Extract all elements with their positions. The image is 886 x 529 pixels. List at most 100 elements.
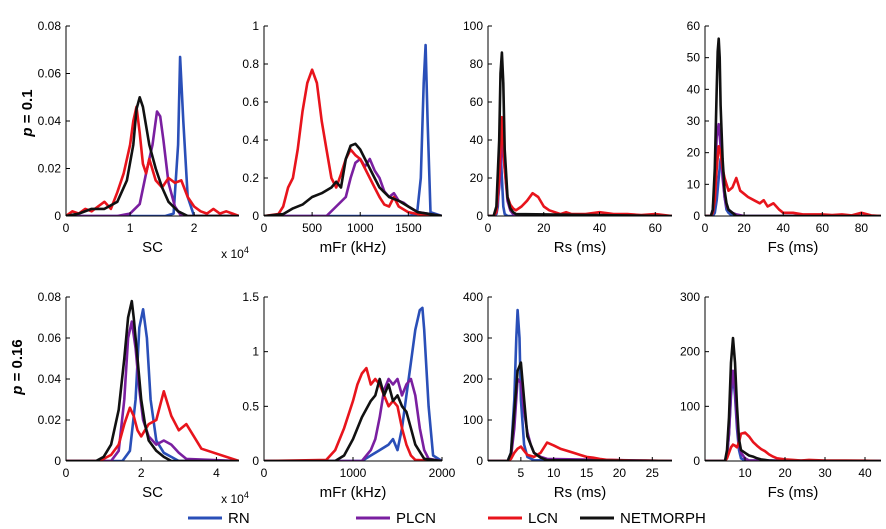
y-tick-label: 30 xyxy=(687,114,701,128)
series-group xyxy=(264,43,442,216)
x-tick-label: 20 xyxy=(778,466,792,480)
y-tick-label: 20 xyxy=(470,171,484,185)
y-tick-label: 100 xyxy=(680,399,700,413)
x-tick-label: 10 xyxy=(738,466,752,480)
legend: RN PLCN LCN NETMORPH xyxy=(188,510,706,527)
y-tick-label: 40 xyxy=(470,133,484,147)
x-tick-label: 20 xyxy=(537,221,551,235)
x-axis-multiplier: x 104 xyxy=(221,490,249,506)
x-tick-label: 10 xyxy=(547,466,561,480)
y-tick-label: 0 xyxy=(252,454,259,468)
y-tick-label: 0 xyxy=(476,209,483,223)
y-tick-label: 1 xyxy=(252,345,259,359)
panel-mfr-khz-row1: 0 0.5 1 1.5 0 1000 2000 mFr (kHz) xyxy=(242,290,455,501)
series-line-plcn xyxy=(66,320,239,461)
series-line-lcn xyxy=(705,431,881,461)
row-label-0-symbol: p xyxy=(19,127,36,137)
series-line-netmorph xyxy=(488,361,672,461)
legend-label-plcn: PLCN xyxy=(396,510,436,527)
multiplier-base: x 10 xyxy=(221,492,244,506)
multiplier-base: x 10 xyxy=(221,247,244,261)
y-tick-label: 10 xyxy=(687,177,701,191)
y-tick-label: 0 xyxy=(693,209,700,223)
x-tick-label: 20 xyxy=(737,221,751,235)
y-tick-label: 0 xyxy=(54,454,61,468)
series-line-lcn xyxy=(488,115,672,216)
y-tick-label: 60 xyxy=(687,19,701,33)
y-tick-label: 50 xyxy=(687,51,701,65)
x-tick-label: 0 xyxy=(63,466,70,480)
x-tick-label: 0 xyxy=(261,466,268,480)
y-tick-label: 40 xyxy=(687,82,701,96)
series-line-lcn xyxy=(264,68,442,216)
y-tick-label: 0.08 xyxy=(38,19,62,33)
series-line-netmorph xyxy=(66,299,239,461)
legend-label-lcn: LCN xyxy=(528,510,558,527)
series-line-netmorph xyxy=(66,96,239,216)
y-tick-label: 0.02 xyxy=(38,162,62,176)
multiplier-exponent: 4 xyxy=(244,245,249,255)
x-tick-label: 0 xyxy=(261,221,268,235)
y-tick-label: 0.2 xyxy=(242,171,259,185)
series-line-netmorph xyxy=(705,37,881,216)
series-line-plcn xyxy=(264,157,442,216)
x-tick-label: 80 xyxy=(855,221,869,235)
series-line-lcn xyxy=(66,389,239,461)
row-label-0-value: = 0.1 xyxy=(19,89,36,127)
y-tick-label: 100 xyxy=(463,413,483,427)
series-line-lcn xyxy=(264,366,442,461)
series-line-netmorph xyxy=(705,336,881,461)
x-tick-label: 1000 xyxy=(340,466,367,480)
panel-fs-ms-row1: 0 100 200 300 10 20 30 40 Fs (ms) xyxy=(680,290,881,501)
y-tick-label: 100 xyxy=(463,19,483,33)
y-tick-label: 200 xyxy=(463,372,483,386)
row-label-1-symbol: p xyxy=(9,386,26,396)
x-tick-label: 20 xyxy=(613,466,627,480)
y-tick-label: 300 xyxy=(463,331,483,345)
series-line-lcn xyxy=(705,145,881,216)
y-tick-label: 0.06 xyxy=(38,67,62,81)
y-tick-label: 1.5 xyxy=(242,290,259,304)
x-tick-label: 0 xyxy=(63,221,70,235)
series-group xyxy=(488,51,672,216)
y-tick-label: 0.08 xyxy=(38,290,62,304)
y-tick-label: 0.04 xyxy=(38,114,62,128)
y-tick-label: 0.5 xyxy=(242,399,259,413)
multiplier-exponent: 4 xyxy=(244,490,249,500)
series-line-netmorph xyxy=(264,377,442,461)
series-line-plcn xyxy=(488,138,672,216)
y-tick-label: 0 xyxy=(693,454,700,468)
series-line-plcn xyxy=(66,110,239,216)
series-line-plcn xyxy=(264,377,442,461)
x-tick-label: 2 xyxy=(191,221,198,235)
series-line-lcn xyxy=(66,105,239,216)
y-tick-label: 0.8 xyxy=(242,57,259,71)
x-tick-label: 4 xyxy=(213,466,220,480)
legend-label-rn: RN xyxy=(228,510,250,527)
series-group xyxy=(66,299,239,461)
y-tick-label: 0.02 xyxy=(38,413,62,427)
y-tick-label: 0 xyxy=(54,209,61,223)
row-labels: p = 0.1 p = 0.16 xyxy=(9,89,36,395)
x-axis-label: Rs (ms) xyxy=(554,484,607,501)
x-tick-label: 30 xyxy=(818,466,832,480)
y-tick-label: 400 xyxy=(463,290,483,304)
series-line-rn xyxy=(66,307,239,461)
x-axis-label: SC xyxy=(142,239,163,256)
x-tick-label: 1 xyxy=(127,221,134,235)
panel-rs-ms-row1: 0 100 200 300 400 5 10 15 20 25 Rs (ms) xyxy=(463,290,672,501)
x-axis-label: SC xyxy=(142,484,163,501)
x-tick-label: 25 xyxy=(646,466,660,480)
y-tick-label: 20 xyxy=(687,146,701,160)
series-group xyxy=(705,336,881,461)
series-group xyxy=(66,55,239,216)
series-group xyxy=(488,308,672,461)
row-label-p-0.16: p = 0.16 xyxy=(9,339,26,395)
x-tick-label: 0 xyxy=(702,221,709,235)
x-tick-label: 40 xyxy=(858,466,872,480)
x-axis-label: mFr (kHz) xyxy=(320,484,387,501)
panel-fs-ms-row0: 0 10 20 30 40 50 60 0 20 40 60 80 Fs (ms) xyxy=(687,19,881,256)
x-tick-label: 1500 xyxy=(395,221,422,235)
x-axis-multiplier: x 104 xyxy=(221,245,249,261)
